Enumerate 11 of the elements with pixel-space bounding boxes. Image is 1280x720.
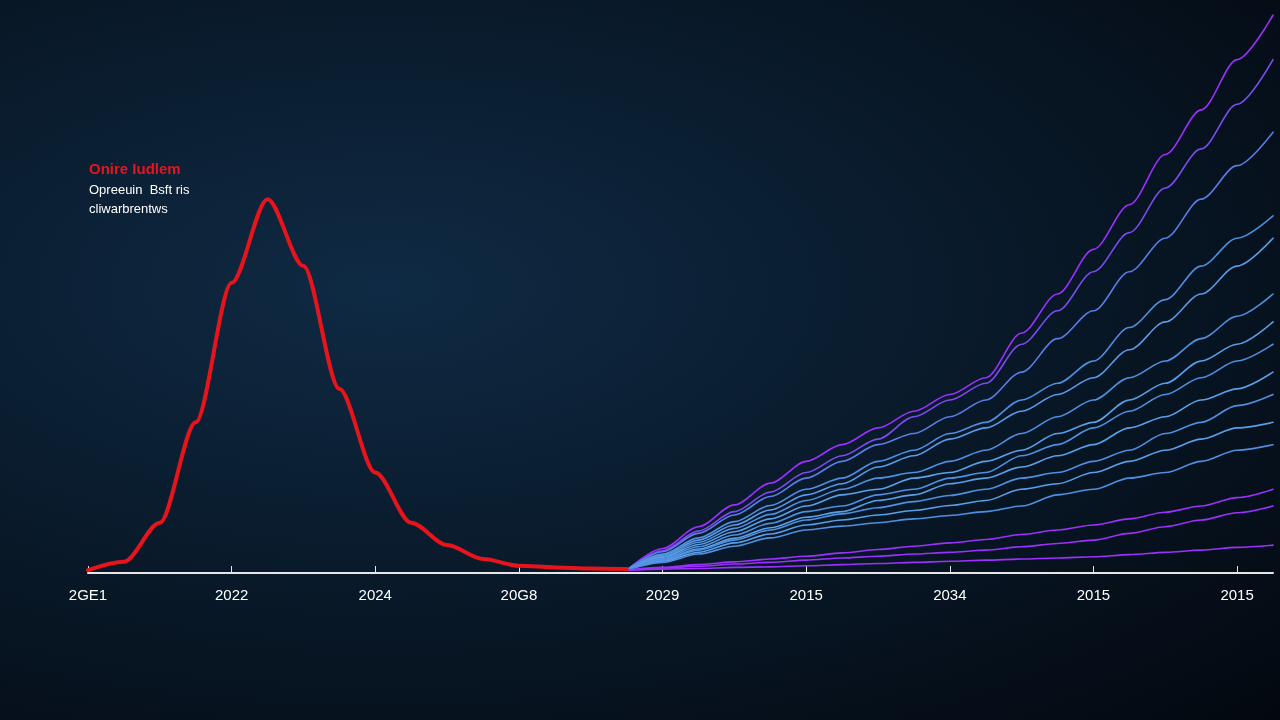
x-tick-label: 2024 (358, 586, 392, 603)
x-tick-label: 2029 (645, 586, 680, 603)
text: Onire Iudlem (89, 160, 181, 177)
x-tick-label: 2022 (214, 586, 249, 603)
text: Opreeuin Bsft ris cliwarbrentws (89, 182, 190, 216)
x-tick-label: 20G8 (500, 586, 538, 603)
x-tick-label: 2015 (1076, 586, 1111, 603)
x-tick-label: 2015 (789, 586, 823, 603)
x-tick-label: 2015 (1220, 586, 1254, 603)
x-tick-label: 2034 (933, 586, 967, 603)
x-tick-label: 2GE1 (68, 586, 108, 603)
